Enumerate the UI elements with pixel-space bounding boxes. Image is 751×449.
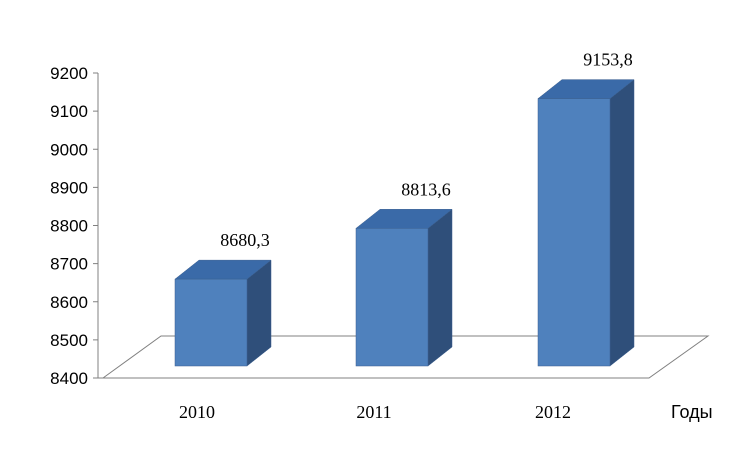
y-tick-label: 8900	[50, 178, 88, 197]
data-labels: 8680,3 8813,6 9153,8	[220, 50, 633, 251]
y-tick-label: 8400	[50, 369, 88, 388]
bar	[174, 259, 272, 367]
bar	[537, 79, 635, 367]
bar-front	[174, 278, 248, 367]
bar-side	[609, 79, 635, 367]
x-tick-label: 2012	[535, 402, 571, 422]
y-tick-label: 9200	[50, 64, 88, 83]
y-tick-label: 8500	[50, 331, 88, 350]
y-tick-label: 8600	[50, 293, 88, 312]
bar-front	[355, 228, 429, 367]
bar-side	[427, 208, 453, 367]
bar	[355, 208, 453, 367]
y-tick-label: 8800	[50, 217, 88, 236]
bar-front	[537, 98, 611, 367]
y-tick-label: 9000	[50, 140, 88, 159]
bars	[174, 79, 635, 367]
data-label: 9153,8	[583, 50, 633, 70]
data-label: 8813,6	[401, 179, 451, 199]
x-axis-title: Годы	[671, 402, 713, 422]
data-label: 8680,3	[220, 230, 270, 250]
y-tick-label: 9100	[50, 102, 88, 121]
x-tick-label: 2011	[356, 402, 391, 422]
y-tick-label: 8700	[50, 255, 88, 274]
x-axis-ticks: 2010 2011 2012	[179, 402, 571, 422]
y-axis: 8400 8500 8600 8700 8800 8900 9000 9100 9200	[50, 64, 103, 388]
x-tick-label: 2010	[179, 402, 215, 422]
